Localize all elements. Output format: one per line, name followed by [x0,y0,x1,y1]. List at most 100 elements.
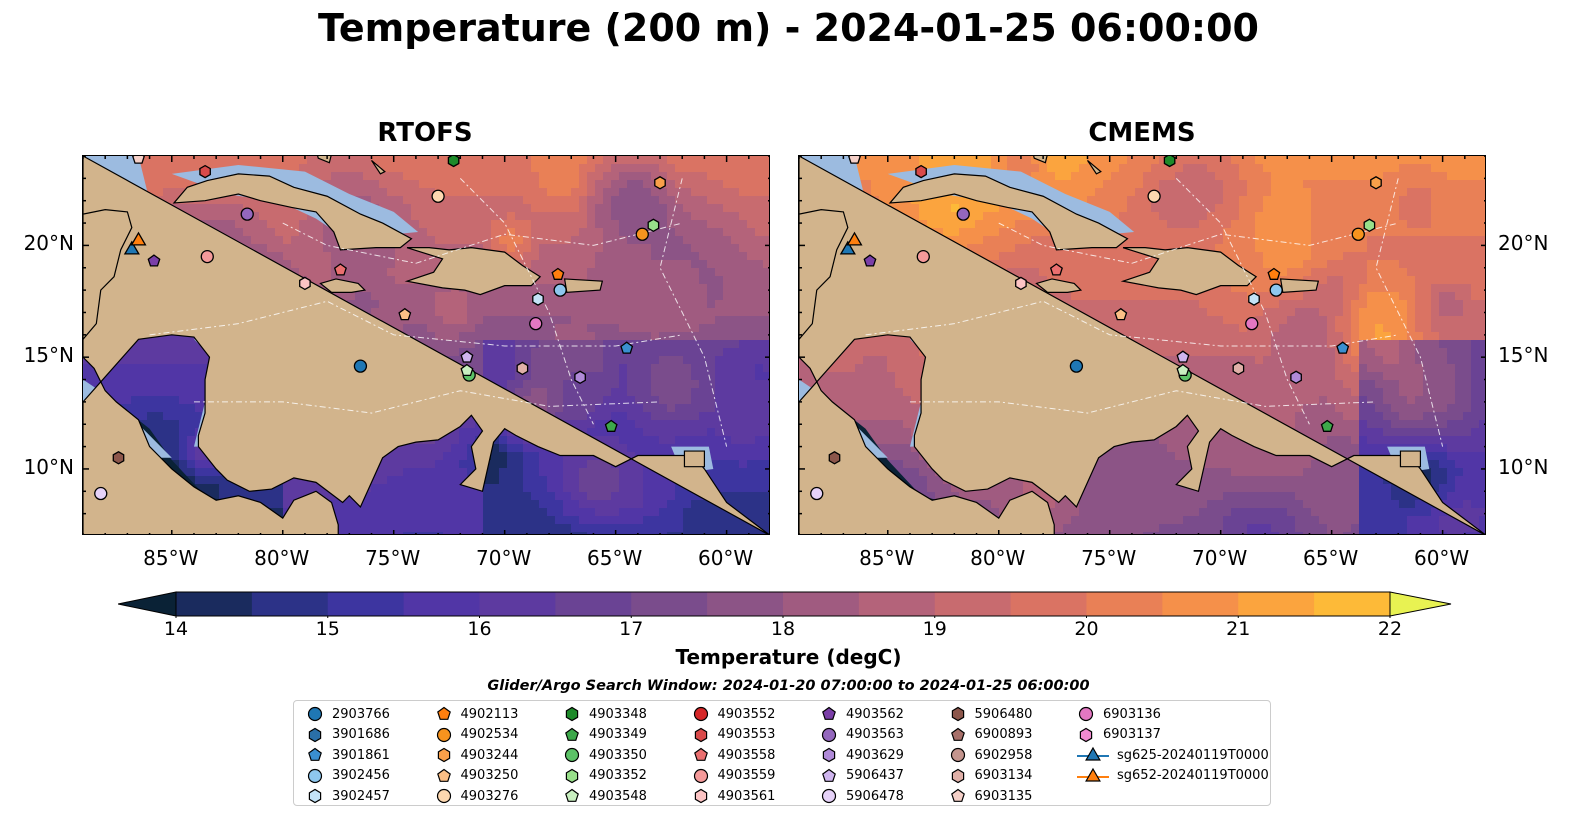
rtofs-map[interactable] [82,155,770,535]
circle-marker-icon [307,706,323,722]
float-marker-6903135[interactable] [848,156,861,164]
float-marker-3901861[interactable] [620,341,634,354]
float-marker-4903348[interactable] [1163,156,1176,168]
pentagon-marker-icon [308,747,322,761]
float-marker-6903136[interactable] [529,316,543,331]
legend-item-label: 6903135 [974,788,1033,804]
search-window-text: Glider/Argo Search Window: 2024-01-20 07… [487,678,1090,694]
colorbar-swatch [631,592,708,616]
glider-marker-sg625-20240119T0000[interactable] [839,240,856,255]
float-marker-4903553[interactable] [199,164,211,179]
float-marker-3902456[interactable] [553,283,567,297]
float-marker-5906437[interactable] [460,350,474,363]
colorbar-swatch [858,592,936,616]
float-marker-4903244[interactable] [654,176,666,190]
cmems-map[interactable] [798,155,1486,535]
float-marker-4903348[interactable] [447,156,460,168]
float-marker-4903250[interactable] [398,307,412,321]
float-marker-4903352[interactable] [1363,218,1376,233]
colorbar-tick-label: 21 [1226,618,1251,640]
glider-marker-sg652-20240119T0000[interactable] [130,231,147,246]
figure-title: Temperature (200 m) - 2024-01-25 06:00:0… [317,6,1259,50]
float-marker-4903349[interactable] [604,419,618,432]
legend-item: 6902958 [949,745,1032,765]
float-marker-4903244[interactable] [1370,176,1382,190]
colorbar-extend-high [1389,591,1452,617]
float-marker-3901861[interactable] [1336,341,1350,354]
float-marker-5906478[interactable] [810,486,824,501]
float-marker-4903250[interactable] [1114,307,1128,321]
float-marker-4903561[interactable] [1015,276,1027,291]
float-marker-4903561[interactable] [299,276,311,291]
float-marker-4903276[interactable] [1147,189,1161,203]
hexagon-marker-icon [308,727,322,742]
float-marker-4903559[interactable] [916,249,930,264]
float-marker-4903629[interactable] [1290,370,1302,385]
glider-marker-sg625-20240119T0000[interactable] [123,240,140,255]
legend-item: 4903349 [563,725,647,745]
float-marker-6903134[interactable] [1232,361,1245,376]
float-marker-3902456[interactable] [1269,283,1283,297]
hexagon-marker-icon [822,747,836,763]
glider-marker-sg652-20240119T0000[interactable] [846,231,863,246]
circle-marker-icon [693,706,708,722]
lon-tick-label: 65°W [587,546,643,570]
legend-item: 4903561 [692,786,776,806]
legend-item-label: 3902456 [332,768,390,783]
legend-item-label: 4903563 [846,727,904,742]
float-marker-4902113[interactable] [551,267,565,280]
float-marker-4903548[interactable] [460,363,474,377]
legend-item: 6903134 [949,766,1032,786]
legend-item-label: 4903561 [717,788,776,804]
legend-item-label: 4903352 [589,768,647,783]
float-marker-4903558[interactable] [333,263,347,276]
float-marker-3902457[interactable] [532,292,544,306]
float-marker-4903558[interactable] [1049,263,1063,276]
float-marker-4903352[interactable] [647,218,660,233]
legend-item-label: 4903348 [589,706,647,722]
legend-item: 6903137 [1077,725,1161,745]
float-marker-4903562[interactable] [147,254,161,267]
float-marker-4902534[interactable] [635,227,649,241]
float-marker-4902534[interactable] [1351,227,1365,241]
colorbar-tick-label: 20 [1074,618,1099,640]
colorbar-tick-label: 16 [467,618,492,640]
legend-item-label: 2903766 [332,706,390,722]
legend-item: 4903562 [820,704,904,724]
float-marker-4903553[interactable] [915,164,927,179]
legend-item: 5906437 [820,766,904,786]
float-marker-4903559[interactable] [200,249,214,264]
legend-item: 6903136 [1077,704,1161,724]
legend-item: sg652-20240119T0000 [1077,766,1269,786]
float-marker-4903562[interactable] [863,254,877,267]
float-marker-4903349[interactable] [1320,419,1334,432]
float-marker-4903563[interactable] [956,207,970,221]
legend-item-label: 5906478 [846,788,904,804]
colorbar-swatch [1238,592,1315,616]
colorbar-swatch [479,592,556,616]
float-marker-6903135[interactable] [132,156,145,164]
lon-tick-label: 85°W [859,546,915,570]
float-marker-4903548[interactable] [1176,363,1190,377]
float-marker-2903766[interactable] [353,359,368,373]
legend-item: 4903352 [563,766,647,786]
circle-marker-icon [693,768,708,783]
float-marker-6903136[interactable] [1245,316,1259,331]
float-marker-5906478[interactable] [94,486,108,501]
legend-item: 4903350 [563,745,647,765]
float-marker-2903766[interactable] [1069,359,1084,373]
legend-item: 4903548 [563,786,647,806]
lon-tick-label: 60°W [697,546,754,570]
legend-item-label: 4903552 [717,706,776,722]
float-marker-4902113[interactable] [1267,267,1281,280]
float-marker-3902457[interactable] [1248,292,1260,306]
float-marker-4903629[interactable] [574,370,586,385]
float-marker-4903276[interactable] [431,189,445,203]
float-marker-5906480[interactable] [828,451,841,465]
float-marker-6903134[interactable] [516,361,529,376]
float-marker-5906480[interactable] [112,451,125,465]
circle-marker-icon [1078,706,1094,722]
legend-item-label: 4903350 [589,747,647,763]
float-marker-4903563[interactable] [240,207,254,221]
float-marker-5906437[interactable] [1176,350,1190,363]
